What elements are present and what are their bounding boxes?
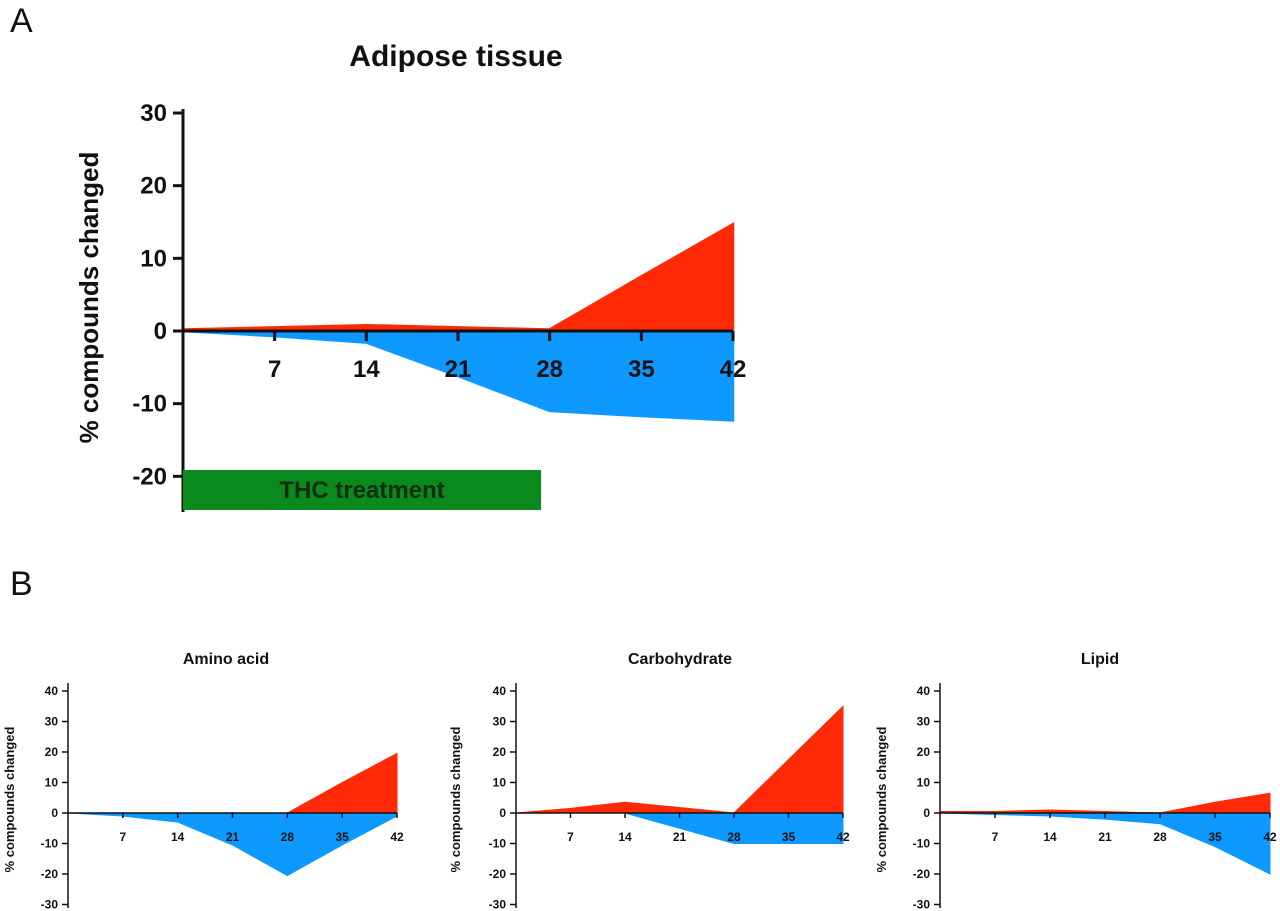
amino-acid-x-tick-label: 35 bbox=[335, 830, 349, 844]
carbohydrate-x-tick-label: 28 bbox=[727, 830, 741, 844]
carbohydrate-y-axis-label: % compounds changed bbox=[448, 726, 463, 872]
lipid-area-decreased bbox=[939, 812, 1271, 875]
adipose-tissue-x-tick-label: 21 bbox=[445, 356, 472, 383]
adipose-tissue-y-tick-label: -10 bbox=[132, 391, 167, 418]
panel-label-b: B bbox=[10, 565, 33, 603]
amino-acid-y-tick-label: -30 bbox=[41, 898, 59, 911]
lipid-x-tick-label: 42 bbox=[1263, 830, 1277, 844]
lipid-y-tick-label: 20 bbox=[917, 745, 931, 759]
lipid-y-tick-label: 0 bbox=[923, 806, 930, 820]
carbohydrate-y-tick-label: -20 bbox=[489, 867, 507, 881]
adipose-tissue-area-increased bbox=[181, 222, 735, 333]
amino-acid-chart-title: Amino acid bbox=[183, 651, 269, 668]
adipose-tissue-y-tick-label: 10 bbox=[140, 245, 167, 272]
amino-acid-y-axis-label: % compounds changed bbox=[2, 726, 17, 872]
carbohydrate-y-tick-label: 10 bbox=[493, 776, 507, 790]
amino-acid-x-tick-label: 14 bbox=[171, 830, 185, 844]
adipose-tissue-x-tick-label: 42 bbox=[720, 356, 747, 383]
carbohydrate-y-tick-label: 30 bbox=[493, 715, 507, 729]
amino-acid-x-tick-label: 28 bbox=[281, 830, 295, 844]
lipid-y-tick-label: -20 bbox=[913, 867, 931, 881]
adipose-tissue-area-decreased bbox=[182, 329, 735, 422]
amino-acid-y-tick-label: -10 bbox=[41, 837, 59, 851]
lipid-y-tick-label: -10 bbox=[913, 837, 931, 851]
lipid-chart-title: Lipid bbox=[1081, 651, 1119, 668]
adipose-tissue-x-tick-label: 35 bbox=[628, 356, 655, 383]
carbohydrate-x-tick-label: 7 bbox=[567, 830, 574, 844]
carbohydrate-y-tick-label: 20 bbox=[493, 745, 507, 759]
lipid-y-tick-label: 40 bbox=[917, 684, 931, 698]
amino-acid-y-tick-label: 40 bbox=[45, 684, 59, 698]
adipose-tissue-y-tick-label: 30 bbox=[140, 100, 167, 127]
adipose-tissue-y-tick-label: 0 bbox=[154, 318, 167, 345]
adipose-tissue-chart-title: Adipose tissue bbox=[349, 40, 562, 73]
amino-acid-y-tick-label: -20 bbox=[41, 867, 59, 881]
carbohydrate-x-tick-label: 35 bbox=[782, 830, 796, 844]
amino-acid-area-decreased bbox=[67, 812, 398, 877]
amino-acid-area-increased bbox=[68, 752, 398, 814]
lipid-y-tick-label: 10 bbox=[917, 776, 931, 790]
lipid-x-tick-label: 7 bbox=[992, 830, 999, 844]
amino-acid-x-tick-label: 21 bbox=[226, 830, 240, 844]
thc-treatment-bar: THC treatment bbox=[183, 470, 541, 510]
lipid-y-axis-label: % compounds changed bbox=[874, 726, 889, 872]
amino-acid-x-tick-label: 7 bbox=[119, 830, 126, 844]
amino-acid-y-tick-label: 20 bbox=[45, 745, 59, 759]
adipose-tissue-x-tick-label: 7 bbox=[268, 356, 281, 383]
adipose-tissue-x-tick-label: 14 bbox=[353, 356, 380, 383]
lipid-x-tick-label: 14 bbox=[1043, 830, 1057, 844]
carbohydrate-y-tick-label: -10 bbox=[489, 837, 507, 851]
carbohydrate-y-tick-label: 40 bbox=[493, 684, 507, 698]
lipid-x-tick-label: 35 bbox=[1208, 830, 1222, 844]
panel-label-a: A bbox=[10, 2, 33, 40]
carbohydrate-x-tick-label: 42 bbox=[836, 830, 850, 844]
lipid-y-tick-label: 30 bbox=[917, 715, 931, 729]
adipose-tissue-x-tick-label: 28 bbox=[536, 356, 563, 383]
adipose-tissue-y-tick-label: -20 bbox=[132, 463, 167, 490]
carbohydrate-area-increased bbox=[515, 705, 844, 814]
amino-acid-y-tick-label: 30 bbox=[45, 715, 59, 729]
carbohydrate-y-tick-label: -30 bbox=[489, 898, 507, 911]
adipose-tissue-y-axis-label: % compounds changed bbox=[74, 152, 104, 444]
lipid-x-tick-label: 21 bbox=[1098, 830, 1112, 844]
carbohydrate-chart-title: Carbohydrate bbox=[628, 651, 732, 668]
lipid-x-tick-label: 28 bbox=[1153, 830, 1167, 844]
amino-acid-y-tick-label: 0 bbox=[51, 806, 58, 820]
adipose-tissue-y-tick-label: 20 bbox=[140, 173, 167, 200]
amino-acid-y-tick-label: 10 bbox=[45, 776, 59, 790]
carbohydrate-x-tick-label: 14 bbox=[618, 830, 632, 844]
lipid-area-increased bbox=[939, 792, 1271, 814]
lipid-y-tick-label: -30 bbox=[913, 898, 931, 911]
carbohydrate-x-tick-label: 21 bbox=[673, 830, 687, 844]
amino-acid-x-tick-label: 42 bbox=[390, 830, 404, 844]
carbohydrate-y-tick-label: 0 bbox=[499, 806, 506, 820]
